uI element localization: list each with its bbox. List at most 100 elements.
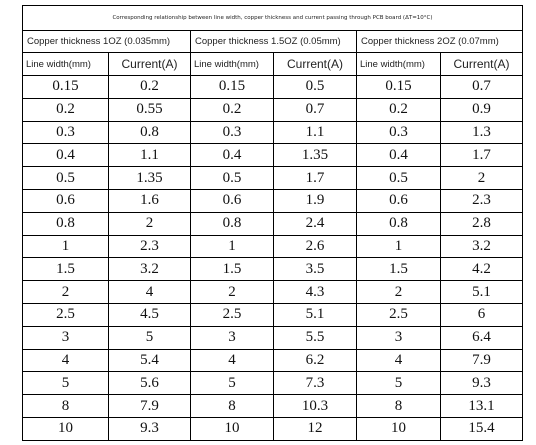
data-cell: 0.4 (22, 143, 109, 168)
table-body: Corresponding relationship between line … (22, 5, 523, 441)
data-row: 0.15 0.2 0.15 0.5 0.15 0.7 (22, 75, 523, 99)
data-row: 8 7.9 8 10.3 8 13.1 (22, 394, 523, 418)
group-header: Copper thickness 1.5OZ (0.05mm) (190, 30, 357, 53)
data-row: 1 2.3 1 2.6 1 3.2 (22, 234, 523, 259)
data-cell: 5.4 (108, 348, 191, 373)
data-cell: 0.2 (356, 97, 441, 122)
data-cell: 0.8 (108, 120, 191, 145)
data-cell: 13.1 (440, 394, 523, 418)
data-cell: 3 (190, 325, 274, 350)
group-header: Copper thickness 1OZ (0.035mm) (22, 30, 191, 53)
data-cell: 0.7 (440, 75, 523, 99)
data-cell: 10.3 (273, 394, 357, 418)
data-cell: 1.1 (108, 143, 191, 168)
group-header: Copper thickness 2OZ (0.07mm) (356, 30, 523, 53)
data-cell: 0.55 (108, 97, 191, 122)
data-cell: 0.8 (190, 211, 274, 236)
column-row: Line width(mm) Current(A) Line width(mm) Cu… (22, 52, 523, 76)
data-cell: 10 (190, 416, 274, 441)
data-cell: 2.6 (273, 234, 357, 259)
column-header: Current(A) (108, 52, 191, 76)
data-cell: 0.7 (273, 97, 357, 122)
data-cell: 0.15 (190, 75, 274, 99)
data-cell: 4 (356, 348, 441, 373)
data-cell: 2 (190, 280, 274, 304)
data-cell: 2.4 (273, 211, 357, 236)
data-cell: 9.3 (108, 416, 191, 441)
data-row: 0.6 1.6 0.6 1.9 0.6 2.3 (22, 188, 523, 213)
data-cell: 0.3 (356, 120, 441, 145)
data-cell: 3.5 (273, 257, 357, 282)
data-cell: 2 (22, 280, 109, 304)
column-header: Current(A) (440, 52, 523, 76)
data-cell: 4.3 (273, 280, 357, 304)
data-cell: 0.15 (356, 75, 441, 99)
data-cell: 0.8 (22, 211, 109, 236)
data-cell: 1 (22, 234, 109, 259)
data-cell: 5 (190, 371, 274, 396)
data-cell: 3 (356, 325, 441, 350)
data-cell: 0.2 (108, 75, 191, 99)
column-header: Current(A) (273, 52, 357, 76)
table-wrapper: Corresponding relationship between line … (22, 5, 523, 441)
data-cell: 1.9 (273, 188, 357, 213)
data-cell: 2.5 (22, 302, 109, 327)
data-cell: 7.9 (108, 394, 191, 418)
data-cell: 1.7 (440, 143, 523, 168)
data-cell: 0.15 (22, 75, 109, 99)
data-cell: 8 (356, 394, 441, 418)
data-cell: 5.6 (108, 371, 191, 396)
data-row: 10 9.3 10 12 10 15.4 (22, 416, 523, 441)
data-cell: 0.4 (356, 143, 441, 168)
data-cell: 1 (190, 234, 274, 259)
column-header: Line width(mm) (190, 52, 274, 76)
table-title: Corresponding relationship between line … (22, 5, 523, 31)
data-cell: 1.7 (273, 166, 357, 190)
data-row: 3 5 3 5.5 3 6.4 (22, 325, 523, 350)
data-cell: 4 (22, 348, 109, 373)
data-cell: 3.2 (440, 234, 523, 259)
data-cell: 3 (22, 325, 109, 350)
column-header: Line width(mm) (356, 52, 441, 76)
data-cell: 0.3 (22, 120, 109, 145)
data-cell: 1.3 (440, 120, 523, 145)
data-cell: 2 (108, 211, 191, 236)
data-cell: 1.1 (273, 120, 357, 145)
data-cell: 1.6 (108, 188, 191, 213)
data-row: 2.5 4.5 2.5 5.1 2.5 6 (22, 302, 523, 327)
data-cell: 0.5 (356, 166, 441, 190)
data-cell: 0.5 (190, 166, 274, 190)
column-header: Line width(mm) (22, 52, 109, 76)
data-cell: 0.5 (273, 75, 357, 99)
data-row: 2 4 2 4.3 2 5.1 (22, 280, 523, 304)
data-row: 1.5 3.2 1.5 3.5 1.5 4.2 (22, 257, 523, 282)
data-cell: 1.5 (22, 257, 109, 282)
data-cell: 6.2 (273, 348, 357, 373)
data-row: 0.8 2 0.8 2.4 0.8 2.8 (22, 211, 523, 236)
data-cell: 4 (190, 348, 274, 373)
data-row: 0.3 0.8 0.3 1.1 0.3 1.3 (22, 120, 523, 145)
data-cell: 1.5 (356, 257, 441, 282)
data-cell: 1.35 (108, 166, 191, 190)
data-cell: 10 (356, 416, 441, 441)
data-cell: 0.2 (190, 97, 274, 122)
data-row: 0.5 1.35 0.5 1.7 0.5 2 (22, 166, 523, 190)
data-cell: 12 (273, 416, 357, 441)
data-row: 0.4 1.1 0.4 1.35 0.4 1.7 (22, 143, 523, 168)
data-cell: 5.1 (440, 280, 523, 304)
data-cell: 2.8 (440, 211, 523, 236)
current-table: Corresponding relationship between line … (22, 5, 523, 441)
data-cell: 5 (356, 371, 441, 396)
data-cell: 10 (22, 416, 109, 441)
data-cell: 2 (356, 280, 441, 304)
data-cell: 0.8 (356, 211, 441, 236)
data-cell: 7.9 (440, 348, 523, 373)
data-cell: 2.5 (356, 302, 441, 327)
data-cell: 9.3 (440, 371, 523, 396)
data-cell: 0.9 (440, 97, 523, 122)
data-cell: 5 (22, 371, 109, 396)
data-cell: 6 (440, 302, 523, 327)
data-cell: 3.2 (108, 257, 191, 282)
data-cell: 5.1 (273, 302, 357, 327)
data-cell: 1 (356, 234, 441, 259)
